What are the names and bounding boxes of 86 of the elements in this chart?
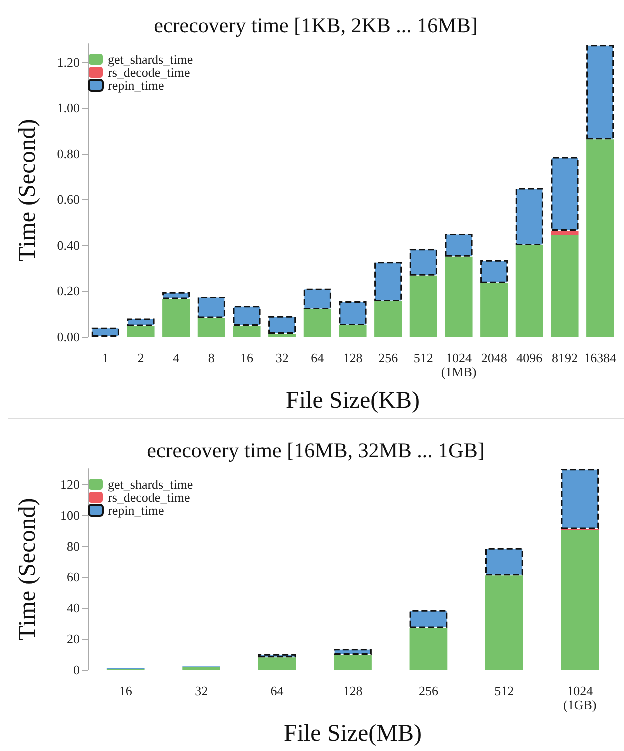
- x-tick-label: 128: [343, 350, 363, 366]
- bar: [127, 326, 155, 337]
- bar: [339, 302, 367, 326]
- bar: [586, 45, 614, 140]
- bar: [410, 249, 438, 276]
- y-tick-label: 0.60: [57, 192, 80, 208]
- x-tick-label: 256: [418, 684, 439, 698]
- bar: [233, 306, 261, 326]
- x-tick-label: 16: [119, 684, 133, 698]
- bar: [233, 326, 261, 337]
- x-tick-label: 2048: [481, 350, 508, 366]
- bar: [551, 157, 579, 232]
- chart-title: ecrecovery time [16MB, 32MB ... 1GB]: [147, 438, 485, 462]
- y-tick-label: 0.20: [57, 284, 80, 299]
- y-tick-label: 1.20: [57, 54, 80, 70]
- legend-label: repin_time: [108, 503, 165, 518]
- bar: [561, 469, 600, 530]
- bar: [551, 235, 579, 337]
- y-axis-title: Time (Second): [15, 498, 41, 641]
- bar: [410, 628, 448, 670]
- y-tick-label: 40: [67, 600, 80, 616]
- y-tick-label: 0.80: [57, 146, 80, 162]
- x-tick-label: 32: [195, 684, 208, 698]
- y-tick-label: 100: [60, 508, 80, 523]
- x-tick-label: 32: [276, 350, 289, 366]
- bar: [198, 296, 226, 318]
- bar: [445, 234, 473, 257]
- x-tick-label: 1024 (1GB): [564, 684, 597, 712]
- x-tick-label: 512: [494, 684, 514, 698]
- bar: [551, 231, 579, 236]
- x-tick-label: 2: [138, 350, 144, 366]
- legend-label: repin_time: [108, 78, 165, 93]
- x-tick-label: 512: [414, 350, 434, 366]
- bar: [162, 292, 190, 300]
- bar: [334, 655, 372, 670]
- y-tick-label: 0.40: [57, 238, 80, 253]
- y-tick-label: 80: [67, 538, 80, 554]
- y-tick-label: 120: [60, 476, 80, 492]
- bar: [258, 658, 296, 670]
- y-tick-label: 60: [67, 570, 80, 585]
- bar: [410, 276, 438, 337]
- y-tick-label: 1.00: [57, 100, 80, 116]
- y-tick-label: 0.00: [57, 330, 80, 344]
- x-axis-title: File Size(KB): [286, 388, 420, 414]
- bar: [445, 256, 473, 337]
- bar: [182, 667, 220, 670]
- bar: [516, 188, 544, 246]
- x-tick-label: 8192: [552, 350, 578, 366]
- bar: [516, 245, 544, 337]
- bar: [198, 318, 226, 337]
- bar: [127, 318, 155, 326]
- x-tick-label: 64: [270, 684, 284, 698]
- x-tick-label: 1024 (1MB): [441, 350, 477, 380]
- x-axis-title: File Size(MB): [284, 721, 422, 747]
- bar: [374, 262, 402, 302]
- bar: [374, 302, 402, 337]
- y-axis-title: Time (Second): [15, 119, 41, 262]
- y-tick-label: 20: [67, 632, 80, 647]
- bar: [410, 610, 448, 628]
- bar: [304, 310, 332, 337]
- bar: [480, 260, 508, 284]
- x-tick-label: 256: [378, 350, 399, 366]
- x-tick-label: 1: [102, 350, 109, 366]
- y-tick-label: 0: [74, 662, 80, 678]
- x-tick-label: 64: [311, 350, 325, 366]
- bar: [486, 548, 524, 576]
- bar: [586, 140, 614, 337]
- x-tick-label: 4: [173, 350, 180, 366]
- chart-title: ecrecovery time [1KB, 2KB ... 16MB]: [154, 14, 478, 38]
- x-tick-label: 4096: [516, 350, 544, 366]
- x-tick-label: 16384: [584, 350, 618, 366]
- bar: [268, 334, 296, 337]
- bar: [561, 530, 600, 670]
- bar: [92, 328, 120, 337]
- bar: [339, 326, 367, 337]
- x-tick-label: 16: [240, 350, 254, 366]
- legend-label: get_shards_time: [108, 477, 194, 492]
- bar: [268, 316, 296, 334]
- x-tick-label: 8: [208, 350, 215, 366]
- bar: [486, 576, 524, 670]
- bar: [480, 283, 508, 337]
- bar: [304, 288, 332, 310]
- x-tick-label: 128: [343, 684, 363, 698]
- bar: [162, 299, 190, 337]
- bar: [334, 649, 372, 655]
- legend-label: get_shards_time: [108, 52, 194, 67]
